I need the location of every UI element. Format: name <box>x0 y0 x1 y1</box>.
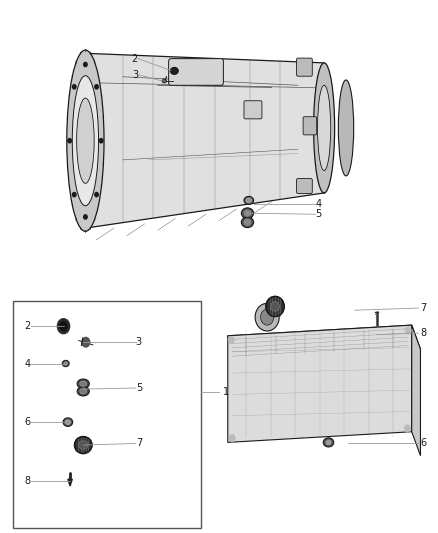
Text: 2: 2 <box>25 321 31 331</box>
Polygon shape <box>228 325 420 360</box>
Circle shape <box>84 215 87 219</box>
Circle shape <box>228 336 234 344</box>
Ellipse shape <box>72 76 99 206</box>
Circle shape <box>73 85 76 89</box>
Polygon shape <box>68 479 72 486</box>
Text: 3: 3 <box>136 337 142 347</box>
Text: 7: 7 <box>420 303 427 313</box>
Ellipse shape <box>63 418 73 426</box>
Text: 6: 6 <box>420 439 427 448</box>
Text: 6: 6 <box>25 417 31 427</box>
Circle shape <box>229 434 235 442</box>
Ellipse shape <box>64 362 67 365</box>
Ellipse shape <box>77 386 89 396</box>
Ellipse shape <box>314 63 335 193</box>
Text: 4: 4 <box>25 359 31 368</box>
Ellipse shape <box>241 217 254 228</box>
Circle shape <box>84 62 87 67</box>
Ellipse shape <box>318 85 331 171</box>
Circle shape <box>405 327 411 334</box>
Text: 3: 3 <box>132 70 138 79</box>
Polygon shape <box>228 325 412 442</box>
Text: 8: 8 <box>25 476 31 486</box>
Ellipse shape <box>271 302 279 311</box>
FancyBboxPatch shape <box>244 101 262 119</box>
Circle shape <box>95 85 98 89</box>
Circle shape <box>57 319 70 334</box>
Circle shape <box>60 322 67 330</box>
Ellipse shape <box>244 197 254 205</box>
Circle shape <box>68 139 71 143</box>
Circle shape <box>99 139 103 143</box>
Ellipse shape <box>170 68 178 74</box>
Ellipse shape <box>246 198 251 203</box>
Ellipse shape <box>241 208 254 219</box>
FancyBboxPatch shape <box>297 58 312 76</box>
Ellipse shape <box>244 219 251 225</box>
Polygon shape <box>85 53 324 228</box>
Ellipse shape <box>65 420 71 424</box>
Circle shape <box>404 425 410 432</box>
Text: 8: 8 <box>420 328 427 338</box>
Ellipse shape <box>323 438 334 447</box>
Ellipse shape <box>255 303 279 331</box>
FancyBboxPatch shape <box>303 117 317 135</box>
Text: 7: 7 <box>136 439 142 448</box>
Text: 5: 5 <box>136 383 142 393</box>
Ellipse shape <box>266 296 284 317</box>
Text: 1: 1 <box>223 387 229 397</box>
Text: 4: 4 <box>315 199 321 208</box>
Ellipse shape <box>261 309 274 325</box>
Ellipse shape <box>77 98 94 183</box>
Text: 2: 2 <box>132 54 138 63</box>
Ellipse shape <box>338 80 354 176</box>
Ellipse shape <box>67 50 104 231</box>
Ellipse shape <box>62 360 69 367</box>
Text: 5: 5 <box>315 209 321 219</box>
Ellipse shape <box>74 437 92 454</box>
FancyBboxPatch shape <box>169 59 223 85</box>
Circle shape <box>73 192 76 197</box>
FancyBboxPatch shape <box>297 179 312 193</box>
Ellipse shape <box>326 440 331 445</box>
Ellipse shape <box>77 379 89 389</box>
Ellipse shape <box>162 79 166 83</box>
Polygon shape <box>412 325 420 456</box>
Ellipse shape <box>78 441 88 449</box>
Circle shape <box>95 192 98 197</box>
Ellipse shape <box>244 210 251 216</box>
Circle shape <box>82 337 90 347</box>
Bar <box>13 301 201 528</box>
Ellipse shape <box>80 389 87 394</box>
Ellipse shape <box>80 381 87 386</box>
